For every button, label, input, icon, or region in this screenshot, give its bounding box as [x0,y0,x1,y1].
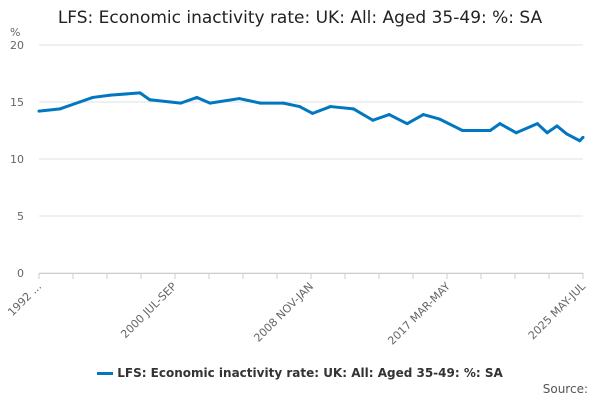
source-label: Source: [542,382,588,396]
y-tick-label: 5 [17,210,24,223]
data-point [545,131,549,135]
data-point [311,111,315,115]
data-point [91,95,95,99]
data-point [109,93,113,97]
data-point [259,101,263,105]
data-point [58,107,62,111]
data-point [498,122,502,126]
data-point [421,113,425,117]
data-point [179,101,183,105]
data-point [37,109,41,113]
data-point [535,122,539,126]
data-point [405,122,409,126]
y-axis-label: % [10,26,20,39]
data-point [565,132,569,136]
data-point [78,100,82,104]
data-point [555,124,559,128]
data-point [387,113,391,117]
data-point [237,97,241,101]
data-point [208,101,212,105]
data-point [578,139,582,143]
data-point [438,117,442,121]
data-point [460,129,464,132]
y-tick-label: 20 [10,39,24,52]
data-point [148,98,152,102]
data-point [281,101,285,105]
data-point [195,95,199,99]
data-point [514,131,518,135]
y-tick-label: 10 [10,153,24,166]
data-point [371,118,375,122]
data-point [329,105,333,109]
legend-label: LFS: Economic inactivity rate: UK: All: … [117,366,503,380]
x-tick-label: 1992 ... [5,280,44,319]
y-tick-label: 0 [17,267,24,280]
data-point [138,91,142,95]
data-point [488,129,492,132]
x-tick-label: 2017 MAR-MAY [385,280,453,348]
x-tick-label: 2025 MAY-JUL [526,279,589,342]
data-point [581,135,585,139]
data-point [298,105,302,109]
series-line [38,91,585,143]
legend-swatch [97,372,114,375]
x-tick-label: 2000 JUL-SEP [118,280,179,341]
x-tick-label: 2008 NOV-JAN [251,280,316,345]
legend[interactable]: LFS: Economic inactivity rate: UK: All: … [0,366,600,380]
y-tick-label: 15 [10,96,24,109]
data-point [351,107,355,111]
chart-title: LFS: Economic inactivity rate: UK: All: … [57,8,543,28]
